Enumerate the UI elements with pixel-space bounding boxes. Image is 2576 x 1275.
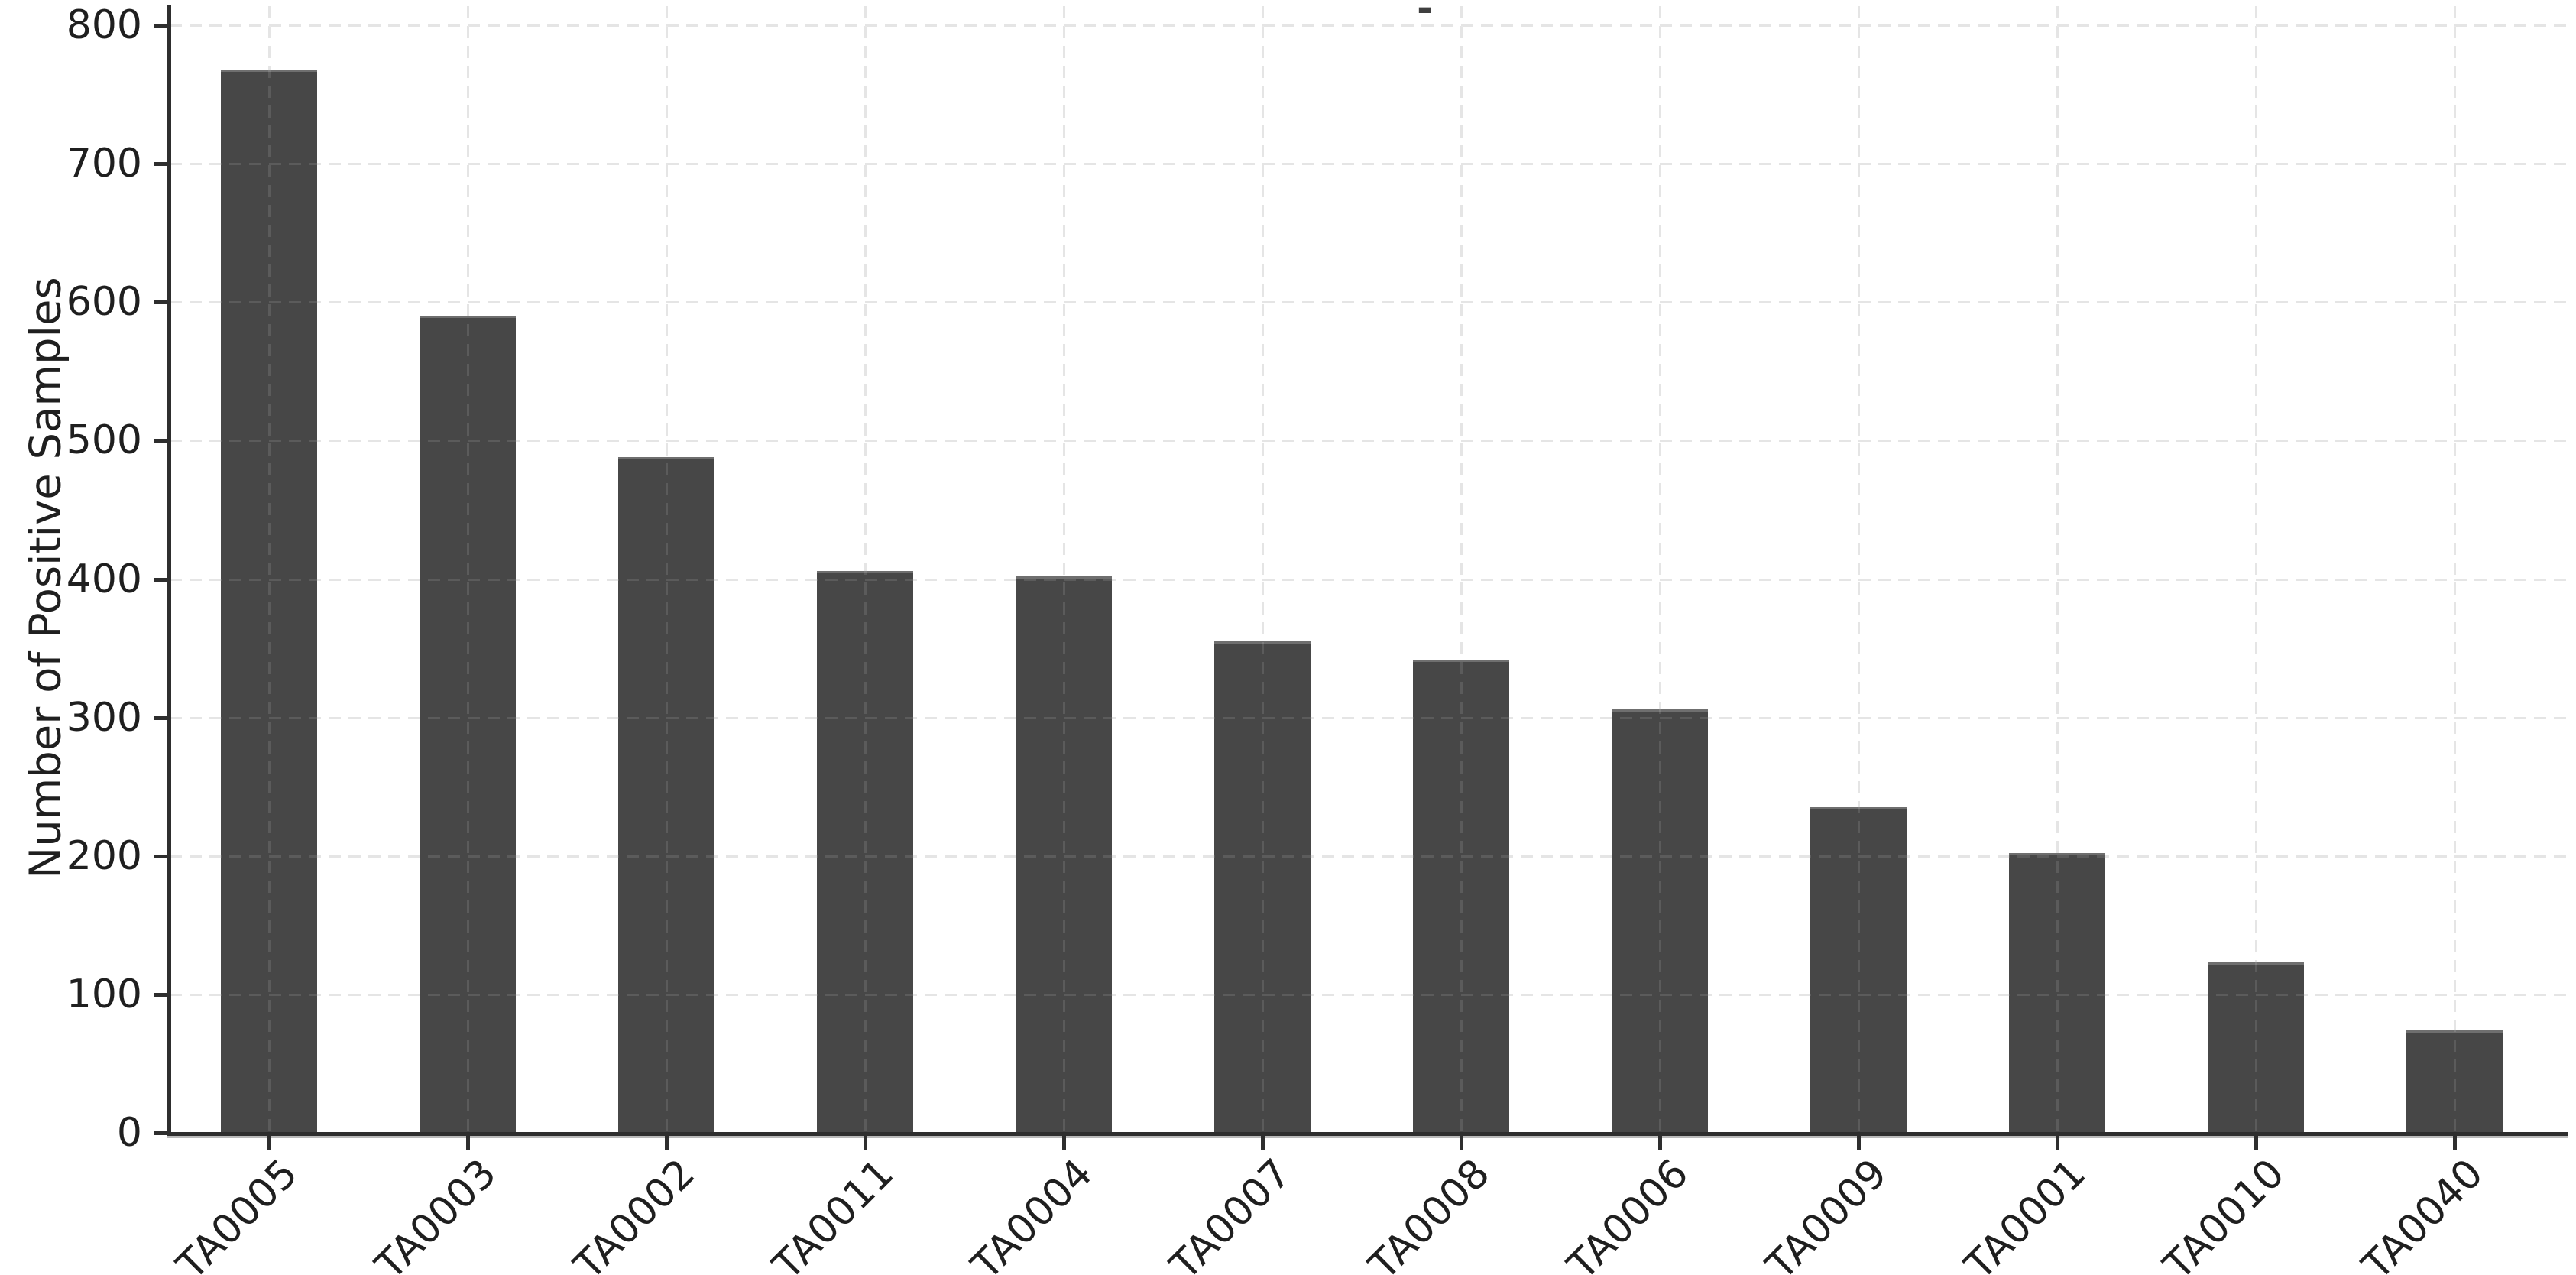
h-gridline <box>170 855 2568 858</box>
v-gridline-overlay <box>2454 6 2456 1133</box>
x-tick-mark <box>267 1136 271 1150</box>
y-tick-label: 100 <box>66 971 142 1017</box>
y-tick-label: 700 <box>66 141 142 187</box>
y-tick-mark <box>154 577 170 582</box>
v-gridline <box>1262 6 1264 1133</box>
h-gridline-overlay <box>170 440 2568 443</box>
bar-TA0005 <box>221 69 317 1135</box>
y-tick-label: 500 <box>66 417 142 464</box>
x-tick-mark <box>2453 1136 2457 1150</box>
v-gridline <box>1460 6 1463 1133</box>
h-gridline <box>170 24 2568 27</box>
y-tick-label: 0 <box>116 1110 142 1156</box>
y-tick-mark <box>154 162 170 167</box>
y-tick-mark <box>154 300 170 305</box>
bar-TA0011 <box>817 570 913 1135</box>
h-gridline <box>170 163 2568 166</box>
v-gridline-overlay <box>1460 6 1463 1133</box>
x-tick-mark <box>1857 1136 1861 1150</box>
y-axis-title: Number of Positive Samples <box>21 277 71 879</box>
x-tick-label: TA0002 <box>565 1150 705 1275</box>
v-gridline <box>2454 6 2456 1133</box>
h-gridline <box>170 301 2568 304</box>
h-gridline-overlay <box>170 578 2568 581</box>
x-tick-label: TA0003 <box>367 1150 506 1275</box>
title-dash-mark: - <box>1417 0 1434 31</box>
y-tick-mark <box>154 1131 170 1135</box>
v-gridline-overlay <box>864 6 867 1133</box>
y-axis-line <box>167 5 171 1135</box>
x-tick-mark <box>1261 1136 1265 1150</box>
x-tick-mark <box>2056 1136 2059 1150</box>
bar-TA0007 <box>1214 641 1311 1135</box>
bar-TA0010 <box>2208 962 2304 1135</box>
bar-TA0040 <box>2406 1030 2503 1135</box>
x-tick-mark <box>1460 1136 1463 1150</box>
v-gridline <box>2255 6 2257 1133</box>
v-gridline-overlay <box>2056 6 2059 1133</box>
x-tick-label: TA0008 <box>1360 1150 1499 1275</box>
x-tick-mark <box>665 1136 669 1150</box>
v-gridline <box>2056 6 2059 1133</box>
y-tick-mark <box>154 854 170 858</box>
x-tick-mark <box>864 1136 867 1150</box>
h-gridline <box>170 440 2568 443</box>
x-tick-mark <box>2254 1136 2258 1150</box>
x-tick-label: TA0004 <box>963 1150 1102 1275</box>
x-tick-label: TA0007 <box>1162 1150 1301 1275</box>
v-gridline <box>1063 6 1065 1133</box>
v-gridline <box>1659 6 1661 1133</box>
h-gridline-overlay <box>170 716 2568 719</box>
v-gridline-overlay <box>1858 6 1860 1133</box>
y-tick-mark <box>154 715 170 720</box>
y-tick-mark <box>154 992 170 997</box>
y-tick-mark <box>154 439 170 443</box>
y-tick-mark <box>154 24 170 28</box>
y-tick-label: 800 <box>66 2 142 48</box>
y-tick-label: 400 <box>66 556 142 602</box>
v-gridline-overlay <box>1659 6 1661 1133</box>
h-gridline <box>170 716 2568 719</box>
h-gridline-overlay <box>170 993 2568 996</box>
x-tick-mark <box>466 1136 470 1150</box>
x-tick-label: TA0010 <box>2155 1150 2294 1275</box>
y-tick-label: 200 <box>66 832 142 879</box>
x-tick-label: TA0009 <box>1758 1150 1897 1275</box>
x-tick-label: TA0011 <box>764 1150 903 1275</box>
v-gridline-overlay <box>1262 6 1264 1133</box>
h-gridline-overlay <box>170 24 2568 27</box>
h-gridline-overlay <box>170 855 2568 858</box>
bar-TA0009 <box>1810 807 1907 1135</box>
v-gridline-overlay <box>2255 6 2257 1133</box>
x-tick-mark <box>1062 1136 1066 1150</box>
bar-TA0003 <box>420 316 516 1135</box>
bar-TA0002 <box>618 457 714 1135</box>
bar-TA0006 <box>1612 709 1708 1135</box>
v-gridline <box>864 6 867 1133</box>
y-tick-label: 300 <box>66 694 142 741</box>
h-gridline <box>170 578 2568 581</box>
v-gridline-overlay <box>268 6 271 1133</box>
h-gridline-overlay <box>170 163 2568 166</box>
v-gridline <box>1858 6 1860 1133</box>
x-tick-label: TA0006 <box>1559 1150 1698 1275</box>
bar-TA0008 <box>1413 659 1509 1135</box>
v-gridline-overlay <box>1063 6 1065 1133</box>
h-gridline <box>170 993 2568 996</box>
x-tick-label: TA0001 <box>1956 1150 2095 1275</box>
x-tick-mark <box>1658 1136 1662 1150</box>
x-tick-label: TA0040 <box>2354 1150 2493 1275</box>
h-gridline-overlay <box>170 301 2568 304</box>
bar-TA0004 <box>1016 576 1112 1135</box>
v-gridline-overlay <box>467 6 469 1133</box>
x-tick-label: TA0005 <box>168 1150 307 1275</box>
x-axis-line <box>167 1132 2568 1136</box>
bar-TA0001 <box>2009 853 2105 1135</box>
v-gridline-overlay <box>666 6 668 1133</box>
y-tick-label: 600 <box>66 279 142 326</box>
